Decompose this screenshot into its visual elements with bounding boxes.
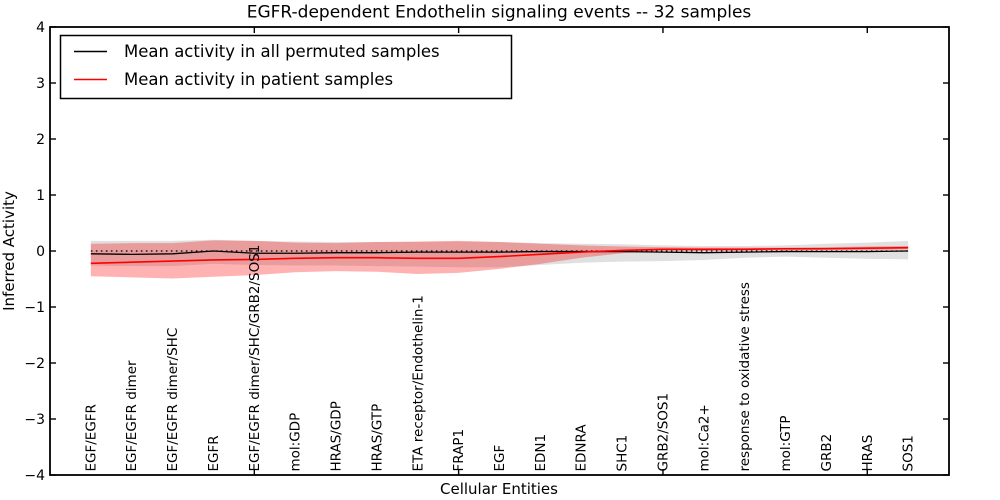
x-category-label: EGF/EGFR dimer xyxy=(124,360,140,472)
plot-area: −4 −3 −2 −1 0 1 2 3 4 EGF/EGFR EGF/EGFR dimer EGF/E… xyxy=(24,20,949,484)
x-category-label: EGFR xyxy=(206,435,222,471)
y-tick-label: −2 xyxy=(24,356,45,372)
x-category-label: HRAS/GDP xyxy=(329,401,345,471)
x-category-label: ETA receptor/Endothelin-1 xyxy=(410,295,426,471)
mean-line-patient xyxy=(90,246,909,265)
x-category-label: SOS1 xyxy=(901,435,917,471)
x-category-label: GRB2/SOS1 xyxy=(655,393,671,472)
x-category-label: EDN1 xyxy=(533,434,549,472)
x-category-label: mol:GTP xyxy=(778,415,794,471)
x-axis-label: Cellular Entities xyxy=(440,480,558,498)
x-category-label: EGF/EGFR xyxy=(83,404,99,471)
legend-label-permuted-samples: Mean activity in all permuted samples xyxy=(124,42,440,61)
x-category-label: EDNRA xyxy=(574,424,590,472)
chart-title: EGFR-dependent Endothelin signaling even… xyxy=(247,3,752,23)
mean-line-permuted xyxy=(90,250,909,256)
x-category-label: HRAS/GTP xyxy=(369,404,385,472)
x-category-label: FRAP1 xyxy=(451,429,467,472)
y-tick-label: 4 xyxy=(36,20,45,36)
legend: Mean activity in all permuted samples Me… xyxy=(59,34,513,100)
x-category-label: EGF xyxy=(492,445,508,472)
x-category-label: mol:Ca2+ xyxy=(696,404,712,471)
y-tick-label: −1 xyxy=(24,300,45,316)
x-category-label: SHC1 xyxy=(615,435,631,472)
y-tick-label: 2 xyxy=(36,132,45,148)
confidence-band-permuted xyxy=(90,239,909,268)
legend-label-patient-samples: Mean activity in patient samples xyxy=(124,70,393,89)
x-category-label: response to oxidative stress xyxy=(737,282,753,471)
y-tick-label: 3 xyxy=(36,76,45,92)
y-tick-label: 1 xyxy=(36,188,45,204)
legend-box xyxy=(59,34,513,100)
x-category-label: EGF/EGFR dimer/SHC xyxy=(165,328,181,472)
x-category-label: mol:GDP xyxy=(288,413,304,472)
x-category-label: GRB2 xyxy=(819,434,835,472)
y-axis-label: Inferred Activity xyxy=(0,191,18,311)
x-category-label: HRAS xyxy=(860,435,876,472)
x-category-label: EGF/EGFR dimer/SHC/GRB2/SOS1 xyxy=(247,245,263,472)
y-tick-label: −3 xyxy=(24,412,45,428)
y-tick-label: −4 xyxy=(24,468,45,484)
plot-frame xyxy=(49,26,950,476)
y-tick-label: 0 xyxy=(36,244,45,260)
